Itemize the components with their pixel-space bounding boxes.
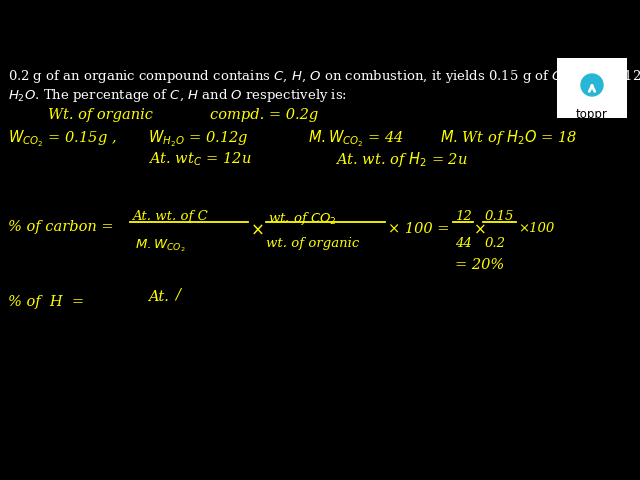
Text: ×: × [474,222,487,237]
Text: 44: 44 [455,237,472,250]
Text: compd. = 0.2g: compd. = 0.2g [210,108,318,122]
Text: ×: × [251,222,265,240]
Text: $M.W_{CO_2}$ = 44: $M.W_{CO_2}$ = 44 [308,128,404,149]
Text: $W_{CO_2}$ = 0.15g ,: $W_{CO_2}$ = 0.15g , [8,128,116,149]
Text: 0.2: 0.2 [485,237,506,250]
Text: $M.W_{CO_2}$: $M.W_{CO_2}$ [135,237,186,253]
Text: toppr: toppr [576,108,608,121]
Text: $M$. Wt of $H_2O$ = 18: $M$. Wt of $H_2O$ = 18 [440,128,577,147]
Text: At. wt. of $H_2$ = 2u: At. wt. of $H_2$ = 2u [335,150,468,169]
Text: % of carbon =: % of carbon = [8,220,114,234]
Text: At. wt. of C: At. wt. of C [132,210,208,223]
FancyBboxPatch shape [557,58,627,118]
Text: wt. of organic: wt. of organic [266,237,359,250]
Text: = 20%: = 20% [455,258,504,272]
Text: 0.2 g of an organic compound contains $C$, $H$, $O$ on combustion, it yields 0.1: 0.2 g of an organic compound contains $C… [8,68,640,85]
Text: $W_{H_2O}$ = 0.12g: $W_{H_2O}$ = 0.12g [148,128,248,149]
Text: % of  H  =: % of H = [8,295,84,309]
Circle shape [581,74,603,96]
Text: At. wt$_C$ = 12u: At. wt$_C$ = 12u [148,150,252,168]
Text: Wt. of organic: Wt. of organic [48,108,153,122]
Text: At.: At. [148,290,169,304]
Text: /: / [175,287,180,301]
Text: × 100 =: × 100 = [388,222,449,236]
Text: 12: 12 [455,210,472,223]
Text: 0.15: 0.15 [485,210,515,223]
Text: ×100: ×100 [518,222,554,235]
Text: $H_2O$. The percentage of $C$, $H$ and $O$ respectively is:: $H_2O$. The percentage of $C$, $H$ and $… [8,87,347,104]
Text: wt. of $CO_2$: wt. of $CO_2$ [268,210,337,227]
